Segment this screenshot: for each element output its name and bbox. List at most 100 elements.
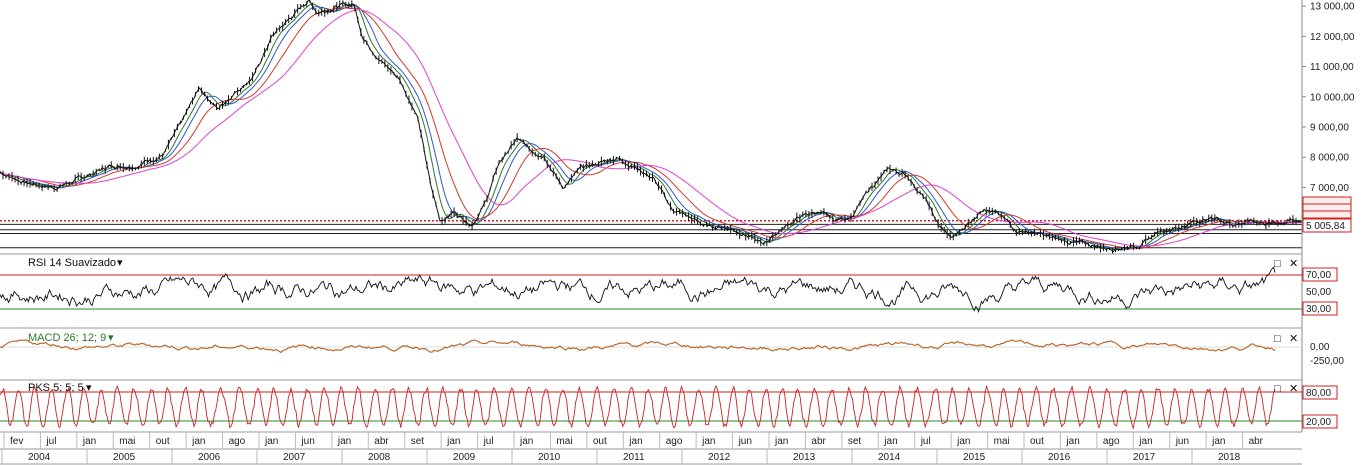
month-tick-label: ago (229, 436, 246, 447)
pks-dropdown-icon[interactable]: ▾ (86, 382, 92, 394)
year-tick-label: 2016 (1048, 452, 1071, 463)
macd-tick-neg250: -250,00 (1310, 356, 1344, 367)
price-tick-label: 8 000,00 (1310, 153, 1349, 164)
month-tick-label: abr (811, 436, 826, 447)
year-tick-label: 2017 (1133, 452, 1156, 463)
macd-tick-0: 0,00 (1310, 342, 1330, 353)
month-tick-label: jan (191, 436, 205, 447)
year-tick-label: 2014 (878, 452, 901, 463)
rsi-dropdown-icon[interactable]: ▾ (117, 257, 123, 269)
year-tick-label: 2015 (963, 452, 986, 463)
horizontal-levels (0, 220, 1302, 249)
month-tick-label: jan (956, 436, 970, 447)
rsi-tag-box-upper (1302, 267, 1338, 282)
year-tick-label: 2013 (793, 452, 816, 463)
macd-maximize-icon[interactable]: □ (1274, 333, 1281, 345)
pks-maximize-icon[interactable]: □ (1274, 383, 1281, 395)
month-tick-label: set (848, 436, 862, 447)
year-tick-label: 2012 (708, 452, 731, 463)
pks-line (0, 384, 1276, 430)
year-tick-label: 2018 (1218, 452, 1241, 463)
month-tick-label: jan (628, 436, 642, 447)
month-tick-label: jun (738, 436, 752, 447)
rsi-maximize-icon[interactable]: □ (1274, 258, 1281, 270)
pks-close-icon[interactable]: ✕ (1289, 383, 1298, 395)
year-tick-label: 2008 (368, 452, 391, 463)
year-tick-label: 2009 (453, 452, 476, 463)
month-tick-label: jan (82, 436, 96, 447)
month-tick-label: out (593, 436, 607, 447)
month-tick-label: out (156, 436, 170, 447)
month-tick-label: ago (1103, 436, 1120, 447)
moving-averages (0, 3, 1303, 251)
macd-dropdown-icon[interactable]: ▾ (108, 332, 114, 344)
month-tick-label: jan (519, 436, 533, 447)
month-tick-label: jan (1211, 436, 1225, 447)
pks-pane[interactable]: PKS 5; 5; 5 ▾ 80,00 20,00 □ ✕ (0, 382, 1338, 430)
month-tick-label: jul (45, 436, 56, 447)
macd-pane[interactable]: MACD 26; 12; 9 ▾ 0,00 -250,00 □ ✕ (0, 332, 1344, 367)
month-tick-label: jan (1065, 436, 1079, 447)
price-tick-label: 13 000,00 (1310, 2, 1355, 13)
month-tick-label: set (411, 436, 425, 447)
year-tick-label: 2010 (538, 452, 561, 463)
year-tick-label: 2011 (623, 452, 645, 463)
month-tick-label: jan (264, 436, 278, 447)
month-tick-label: jan (1138, 436, 1152, 447)
rsi-tag-box (1302, 301, 1338, 316)
rsi-close-icon[interactable]: ✕ (1289, 258, 1298, 270)
month-tick-label: out (1030, 436, 1044, 447)
month-tick-label: mai (556, 436, 572, 447)
pks-tag-box-lower (1302, 414, 1338, 429)
price-tag-stack (1302, 196, 1352, 219)
rsi-tick-70: 70,00 (1306, 270, 1331, 281)
price-line (0, 0, 1303, 253)
month-tick-label: abr (374, 436, 389, 447)
time-axis: fev jul jan mai out jan ago jan jun jan abr set jan j… (0, 432, 1302, 465)
price-tick-label: 7 000,00 (1310, 183, 1349, 194)
price-tick-label: 9 000,00 (1310, 123, 1349, 134)
rsi-pane[interactable]: RSI 14 Suavizado ▾ 70,00 50,00 30,00 □ ✕ (0, 257, 1338, 316)
price-tag-stack-box (1302, 196, 1352, 219)
price-tick-label: 12 000,00 (1310, 32, 1355, 43)
price-tag-label: 5 005,84 (1306, 221, 1345, 232)
year-tick-label: 2004 (28, 452, 51, 463)
pks-tag-box-upper (1302, 385, 1338, 400)
price-tag-box (1302, 218, 1352, 233)
rsi-line (0, 266, 1276, 314)
rsi-title[interactable]: RSI 14 Suavizado (28, 257, 116, 269)
year-tick-label: 2006 (198, 452, 221, 463)
moving-average-line (0, 7, 1302, 249)
price-tag: 5 005,84 (1302, 218, 1352, 233)
moving-average-line (0, 4, 1302, 250)
month-tick-label: jul (920, 436, 931, 447)
price-tick-label: 11 000,00 (1310, 62, 1354, 73)
month-tick-label: jan (701, 436, 715, 447)
month-tick-label: jan (774, 436, 788, 447)
price-pane[interactable] (0, 0, 1303, 254)
pks-tick-20: 20,00 (1306, 417, 1331, 428)
month-tick-label: jun (300, 436, 314, 447)
macd-title[interactable]: MACD 26; 12; 9 (28, 332, 106, 344)
month-tick-label: jul (483, 436, 494, 447)
year-tick-label: 2007 (283, 452, 306, 463)
month-tick-label: mai (119, 436, 135, 447)
month-tick-label: ago (666, 436, 683, 447)
pks-title[interactable]: PKS 5; 5; 5 (28, 382, 84, 394)
macd-close-icon[interactable]: ✕ (1289, 333, 1298, 345)
rsi-tick-30: 30,00 (1306, 304, 1331, 315)
pks-tick-80: 80,00 (1306, 388, 1331, 399)
month-tick-label: abr (1249, 436, 1264, 447)
month-tick-label: jan (337, 436, 351, 447)
moving-average-line (0, 9, 1302, 247)
year-tick-label: 2005 (113, 452, 136, 463)
macd-line (0, 339, 1276, 354)
price-pane-bg (0, 0, 1302, 254)
month-tick-label: mai (994, 436, 1010, 447)
price-tick-label: 10 000,00 (1310, 92, 1355, 103)
month-tick-label: jan (883, 436, 897, 447)
month-tick-label: jun (1175, 436, 1189, 447)
month-tick-label: jan (446, 436, 460, 447)
rsi-tick-50: 50,00 (1306, 287, 1331, 298)
